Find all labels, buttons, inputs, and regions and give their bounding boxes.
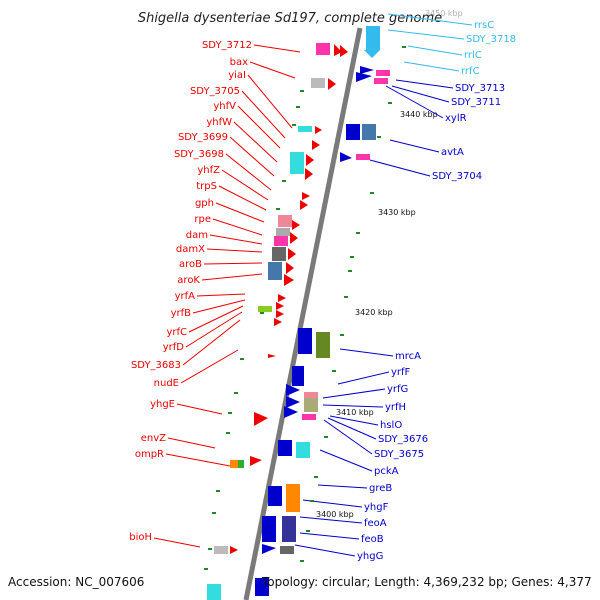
gene-label[interactable]: envZ [141,433,166,444]
genome-axis [243,27,363,600]
gene-label[interactable]: SDY_3713 [455,83,505,94]
gene-label[interactable]: gph [195,198,214,209]
gene-label[interactable]: ompR [135,449,164,460]
gene-label[interactable]: xylR [445,113,467,124]
gene-label[interactable]: yhgE [150,399,175,410]
topology-text: Topology: circular; Length: 4,369,232 bp… [261,575,592,589]
gene-label[interactable]: bax [230,57,248,68]
gene-label[interactable]: SDY_3718 [466,34,516,45]
gene-label[interactable]: yrfD [163,342,185,353]
gene-label[interactable]: yhgF [364,502,389,513]
gene-label[interactable]: yhfZ [197,165,220,176]
gene-label[interactable]: aroK [177,275,200,286]
gene-label[interactable]: SDY_3711 [451,97,501,108]
gene-label[interactable]: avtA [441,147,464,158]
gene-label[interactable]: nudE [154,378,179,389]
kbp-label-3450: 3450 kbp [425,9,463,18]
kbp-label-3410: 3410 kbp [336,408,374,417]
gene-label[interactable]: yrfA [175,291,196,302]
rna-leader-lines [387,13,473,72]
gene-label[interactable]: SDY_3704 [432,171,482,182]
gene-label[interactable]: rpe [194,214,211,225]
kbp-label-3430: 3430 kbp [378,208,416,217]
gene-label[interactable]: feoA [364,518,387,529]
gene-label[interactable]: SDY_3675 [374,449,424,460]
gene-label[interactable]: yrfB [171,308,192,319]
gene-label[interactable]: yhfV [213,101,236,112]
gene-label[interactable]: aroB [179,259,202,270]
gene-label[interactable]: trpS [196,181,217,192]
gene-label[interactable]: yhfW [206,117,232,128]
gene-label[interactable]: pckA [374,466,399,477]
gene-label[interactable]: rrlC [464,50,482,61]
right-leader-lines [294,79,454,557]
right-gene-features [255,26,390,596]
gene-label[interactable]: greB [369,483,392,494]
gene-label[interactable]: rrsC [474,20,494,31]
gene-label[interactable]: yiaI [228,70,246,81]
position-ticks [204,46,406,570]
kbp-label-3420: 3420 kbp [355,308,393,317]
gene-label[interactable]: SDY_3676 [378,434,428,445]
gene-label[interactable]: SDY_3698 [174,149,224,160]
rna-gene-labels: rrsC SDY_3718 rrlC rrfC [461,20,516,77]
left-gene-labels: SDY_3712 bax yiaI SDY_3705 yhfV yhfW SDY… [129,40,252,543]
gene-label[interactable]: yrfC [166,327,187,338]
gene-label[interactable]: SDY_3705 [190,86,240,97]
gene-label[interactable]: yhgG [357,551,383,562]
left-leader-lines [153,44,301,548]
gene-label[interactable]: rrfC [461,66,480,77]
kbp-label-3400: 3400 kbp [316,510,354,519]
accession-text: Accession: NC_007606 [8,575,144,589]
kbp-label-3440: 3440 kbp [400,110,438,119]
gene-label[interactable]: SDY_3712 [202,40,252,51]
gene-label[interactable]: SDY_3699 [178,132,228,143]
gene-label[interactable]: dam [186,230,208,241]
gene-label[interactable]: SDY_3683 [131,360,181,371]
gene-label[interactable]: hslO [380,420,402,431]
left-gene-features [207,43,348,600]
gene-label[interactable]: mrcA [395,351,421,362]
gene-label[interactable]: yrfF [391,367,411,378]
gene-label[interactable]: feoB [361,534,384,545]
gene-label[interactable]: damX [176,244,205,255]
map-title: Shigella dysenteriae Sd197, complete gen… [138,11,442,26]
right-gene-labels: SDY_3713 SDY_3711 xylR avtA SDY_3704 mrc… [357,83,505,562]
gene-label[interactable]: bioH [129,532,152,543]
gene-label[interactable]: yrfH [385,402,406,413]
gene-label[interactable]: yrfG [387,384,408,395]
